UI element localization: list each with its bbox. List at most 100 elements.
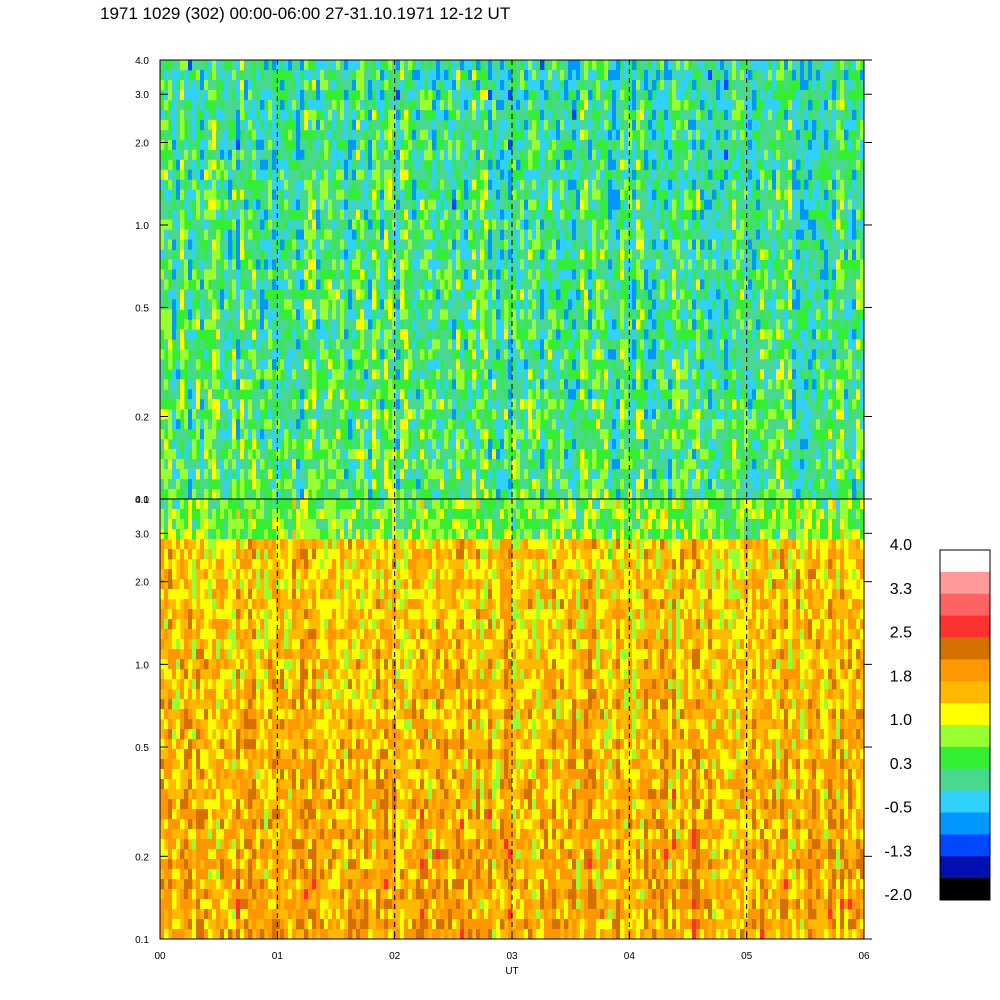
spectrogram-cell — [420, 159, 425, 171]
spectrogram-cell — [200, 79, 205, 91]
spectrogram-cell — [352, 139, 357, 151]
spectrogram-cell — [396, 149, 401, 161]
spectrogram-cell — [328, 229, 333, 240]
spectrogram-cell — [340, 179, 345, 191]
spectrogram-cell — [612, 429, 617, 440]
spectrogram-cell — [348, 339, 353, 350]
spectrogram-cell — [692, 139, 697, 151]
spectrogram-cell — [688, 109, 693, 121]
spectrogram-cell — [732, 129, 737, 141]
spectrogram-cell — [432, 79, 437, 91]
spectrogram-cell — [708, 319, 713, 330]
spectrogram-cell — [724, 129, 729, 141]
spectrogram-cell — [644, 189, 649, 201]
spectrogram-cell — [724, 60, 729, 71]
spectrogram-cell — [508, 219, 513, 231]
spectrogram-cell — [260, 459, 265, 470]
spectrogram-cell — [212, 359, 217, 370]
spectrogram-cell — [196, 89, 201, 101]
spectrogram-cell — [208, 169, 213, 181]
spectrogram-cell — [540, 169, 545, 181]
spectrogram-cell — [644, 469, 649, 480]
spectrogram-cell — [332, 249, 337, 260]
spectrogram-cell — [380, 189, 385, 201]
spectrogram-cell — [212, 429, 217, 440]
spectrogram-cell — [508, 289, 513, 300]
spectrogram-cell — [544, 479, 549, 490]
spectrogram-cell — [532, 359, 537, 370]
spectrogram-cell — [688, 439, 693, 450]
spectrogram-cell — [660, 379, 665, 390]
spectrogram-cell — [576, 199, 581, 211]
spectrogram-cell — [644, 279, 649, 290]
spectrogram-cell — [736, 259, 741, 270]
spectrogram-cell — [508, 119, 513, 131]
spectrogram-cell — [208, 319, 213, 330]
spectrogram-cell — [756, 339, 761, 350]
spectrogram-cell — [700, 419, 705, 430]
spectrogram-cell — [656, 299, 661, 310]
spectrogram-cell — [200, 219, 205, 231]
spectrogram-cell — [192, 129, 197, 141]
spectrogram-cell — [428, 249, 433, 260]
spectrogram-cell — [400, 219, 405, 231]
spectrogram-cell — [380, 349, 385, 360]
spectrogram-cell — [696, 459, 701, 470]
spectrogram-cell — [408, 389, 413, 400]
spectrogram-cell — [492, 169, 497, 181]
spectrogram-cell — [332, 219, 337, 231]
spectrogram-cell — [296, 219, 301, 231]
spectrogram-cell — [660, 99, 665, 111]
spectrogram-cell — [724, 149, 729, 161]
spectrogram-cell — [208, 259, 213, 270]
spectrogram-cell — [696, 299, 701, 310]
spectrogram-cell — [524, 109, 529, 121]
spectrogram-cell — [628, 349, 633, 360]
spectrogram-cell — [364, 469, 369, 480]
spectrogram-cell — [268, 249, 273, 260]
spectrogram-cell — [244, 99, 249, 111]
spectrogram-cell — [532, 60, 537, 71]
spectrogram-cell — [672, 69, 677, 81]
spectrogram-cell — [556, 419, 561, 430]
spectrogram-cell — [192, 79, 197, 91]
spectrogram-cell — [516, 219, 521, 231]
spectrogram-cell — [644, 159, 649, 171]
spectrogram-cell — [520, 109, 525, 121]
spectrogram-cell — [696, 389, 701, 400]
spectrogram-cell — [680, 309, 685, 320]
spectrogram-cell — [184, 319, 189, 330]
spectrogram-cell — [732, 309, 737, 320]
spectrogram-cell — [548, 479, 553, 490]
spectrogram-cell — [668, 119, 673, 131]
spectrogram-cell — [712, 219, 717, 231]
spectrogram-cell — [296, 489, 301, 499]
spectrogram-cell — [180, 89, 185, 101]
spectrogram-cell — [240, 139, 245, 151]
spectrogram-cell — [644, 419, 649, 430]
spectrogram-cell — [208, 209, 213, 221]
spectrogram-cell — [652, 129, 657, 141]
spectrogram-cell — [316, 279, 321, 290]
spectrogram-cell — [552, 309, 557, 320]
spectrogram-cell — [216, 259, 221, 270]
spectrogram-cell — [704, 209, 709, 221]
spectrogram-cell — [336, 189, 341, 201]
spectrogram-cell — [700, 459, 705, 470]
spectrogram-cell — [580, 159, 585, 171]
spectrogram-cell — [208, 379, 213, 390]
spectrogram-cell — [764, 99, 769, 111]
spectrogram-cell — [428, 239, 433, 250]
spectrogram-cell — [692, 289, 697, 300]
spectrogram-cell — [420, 289, 425, 300]
spectrogram-cell — [272, 249, 277, 260]
spectrogram-cell — [664, 139, 669, 151]
spectrogram-cell — [244, 129, 249, 141]
spectrogram-cell — [520, 179, 525, 191]
spectrogram-cell — [472, 179, 477, 191]
spectrogram-cell — [356, 389, 361, 400]
spectrogram-cell — [460, 109, 465, 121]
spectrogram-cell — [544, 359, 549, 370]
spectrogram-cell — [468, 109, 473, 121]
spectrogram-cell — [580, 139, 585, 151]
